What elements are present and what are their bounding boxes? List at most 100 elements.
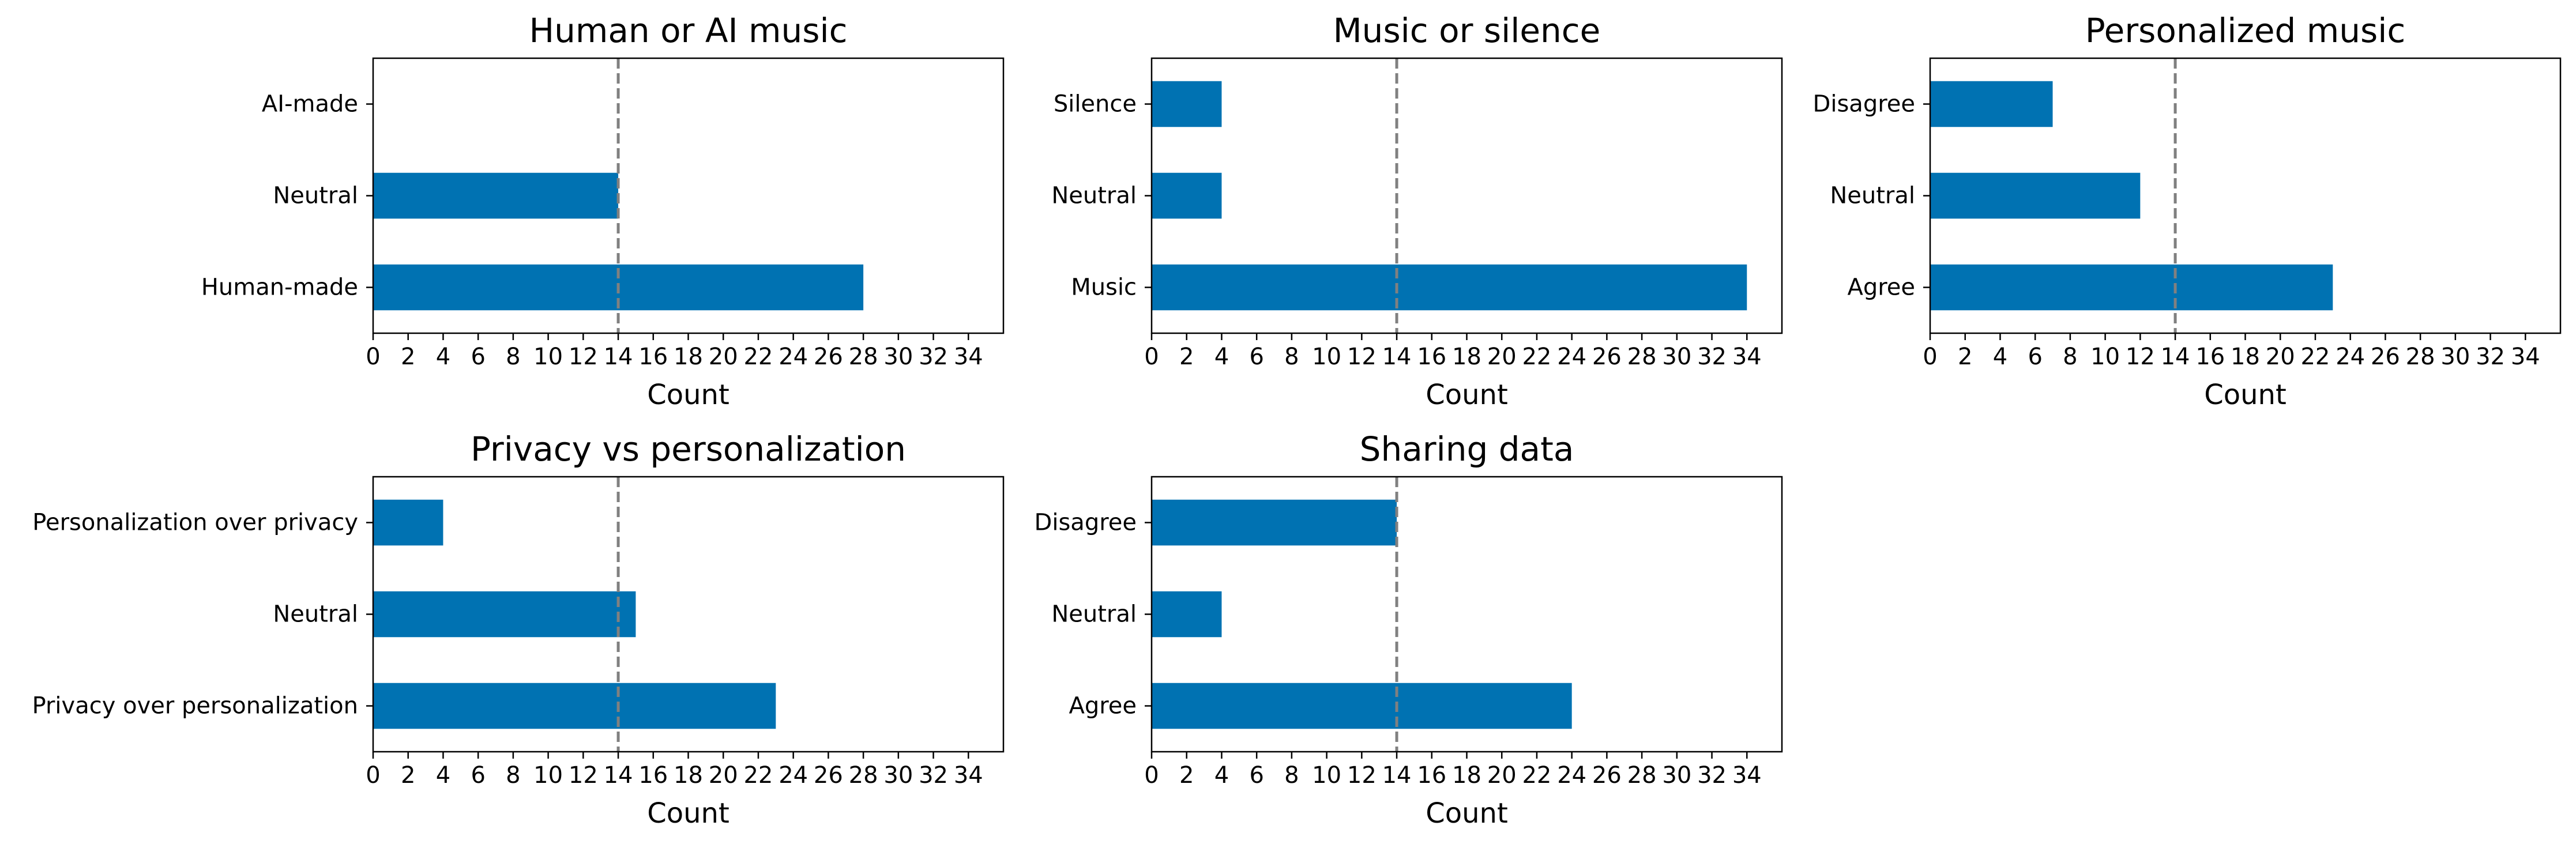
x-tick-label: 10 [1312,762,1341,789]
x-tick-label: 22 [2300,344,2330,370]
x-tick-label: 32 [919,344,948,370]
x-tick-label: 32 [1697,344,1727,370]
y-tick-label: Privacy over personalization [32,693,358,719]
x-tick-label: 12 [1347,344,1377,370]
x-tick-label: 22 [1522,344,1551,370]
x-tick-label: 8 [1284,762,1299,789]
bar [1152,264,1747,311]
x-tick-label: 28 [849,344,878,370]
x-tick-label: 26 [1592,762,1622,789]
x-tick-label: 10 [1312,344,1341,370]
x-axis-label: Count [1426,379,1508,411]
x-tick-label: 2 [1179,344,1194,370]
x-tick-label: 34 [954,762,983,789]
bar [373,683,776,729]
bar [1152,172,1222,219]
x-tick-label: 2 [1958,344,1972,370]
x-tick-label: 24 [1557,762,1586,789]
x-tick-label: 12 [569,762,598,789]
x-tick-label: 34 [954,344,983,370]
chart-title: Human or AI music [529,11,847,50]
x-tick-label: 12 [1347,762,1377,789]
x-tick-label: 8 [1284,344,1299,370]
x-tick-label: 14 [604,344,633,370]
x-tick-label: 26 [2371,344,2400,370]
x-tick-label: 30 [2440,344,2470,370]
x-tick-label: 0 [366,762,380,789]
x-tick-label: 8 [2063,344,2077,370]
x-tick-label: 8 [506,762,520,789]
chart-panel-5: 0 2 4 6 8 10 12 14 16 18 20 22 24 26 28 30 32 34AgreeNeut… [1035,429,1783,830]
x-tick-label: 2 [401,344,415,370]
x-tick-label: 20 [1487,762,1517,789]
x-tick-label: 20 [709,762,738,789]
bar [1152,81,1222,127]
bar [1152,683,1572,729]
x-tick-label: 4 [1993,344,2007,370]
x-tick-label: 10 [533,344,563,370]
chart-title: Sharing data [1360,429,1574,469]
x-tick-label: 4 [1214,344,1229,370]
bar [1930,172,2141,219]
x-tick-label: 30 [883,344,913,370]
bar [373,591,636,638]
x-tick-label: 18 [1452,344,1481,370]
x-tick-label: 14 [2161,344,2190,370]
x-tick-label: 30 [1662,344,1691,370]
x-tick-label: 4 [436,762,450,789]
y-tick-label: Agree [1069,693,1137,719]
x-tick-label: 2 [401,762,415,789]
x-tick-label: 16 [2195,344,2225,370]
chart-panel-1: 0 2 4 6 8 10 12 14 16 18 20 22 24 26 28 30 32 34Human-mad… [201,11,1005,411]
x-tick-label: 16 [638,344,668,370]
x-tick-label: 18 [2231,344,2260,370]
x-axis-label: Count [1426,797,1508,830]
chart-title: Personalized music [2085,11,2406,50]
x-tick-label: 14 [1382,762,1412,789]
x-tick-label: 22 [1522,762,1551,789]
x-tick-label: 20 [1487,344,1517,370]
x-tick-label: 30 [883,762,913,789]
x-tick-label: 28 [1627,762,1657,789]
x-tick-label: 14 [604,762,633,789]
x-tick-label: 24 [2336,344,2365,370]
x-tick-label: 20 [709,344,738,370]
y-tick-label: Neutral [273,601,358,628]
x-tick-label: 2 [1179,762,1194,789]
x-tick-label: 22 [743,762,773,789]
y-tick-label: Music [1071,274,1137,301]
x-tick-label: 0 [1144,762,1159,789]
y-tick-label: Disagree [1035,510,1137,536]
y-tick-label: Agree [1847,274,1915,301]
bar [373,499,443,546]
x-tick-label: 34 [1732,344,1762,370]
x-tick-label: 24 [779,762,808,789]
x-tick-label: 0 [1923,344,1937,370]
x-tick-label: 16 [1417,762,1446,789]
x-tick-label: 28 [849,762,878,789]
x-tick-label: 4 [436,344,450,370]
x-tick-label: 32 [919,762,948,789]
y-tick-label: AI-made [262,91,358,118]
x-tick-label: 6 [1249,344,1263,370]
x-tick-label: 0 [366,344,380,370]
x-tick-label: 16 [638,762,668,789]
y-tick-label: Neutral [1830,183,1915,209]
x-tick-label: 24 [779,344,808,370]
x-tick-label: 6 [2028,344,2042,370]
x-tick-label: 20 [2266,344,2295,370]
chart-title: Privacy vs personalization [471,429,906,469]
x-tick-label: 6 [1249,762,1263,789]
y-tick-label: Personalization over privacy [32,510,358,536]
x-tick-label: 4 [1214,762,1229,789]
x-tick-label: 10 [2090,344,2120,370]
x-tick-label: 12 [2126,344,2155,370]
x-tick-label: 28 [1627,344,1657,370]
x-tick-label: 26 [1592,344,1622,370]
x-tick-label: 32 [1697,762,1727,789]
x-axis-label: Count [2204,379,2287,411]
x-tick-label: 26 [814,344,843,370]
x-tick-label: 0 [1144,344,1159,370]
